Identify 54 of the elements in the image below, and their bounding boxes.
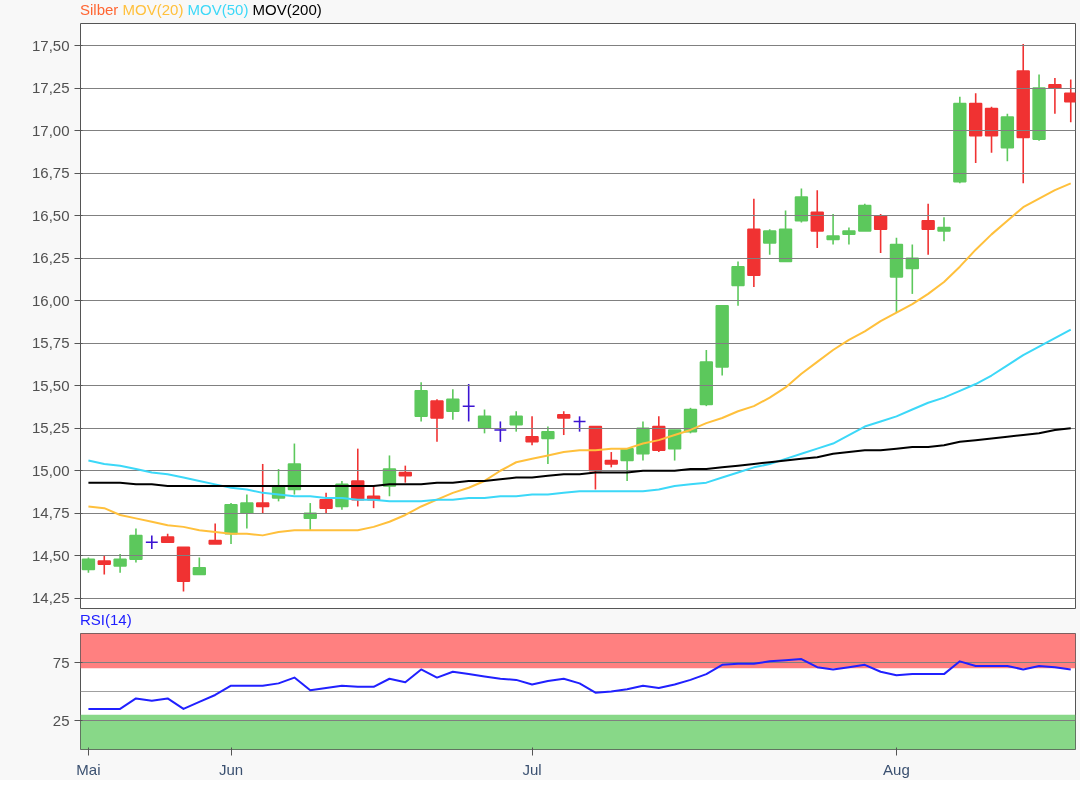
candlestick xyxy=(430,398,444,443)
y-tick-label: 15,25 xyxy=(31,419,70,437)
y-tick-label: 14,25 xyxy=(31,589,70,607)
candlestick xyxy=(794,187,809,224)
text: RSI(14) xyxy=(80,611,132,628)
y-tick-label: 16,75 xyxy=(31,164,70,182)
y-tick-label: 17,25 xyxy=(31,79,70,97)
x-tick-label: Aug xyxy=(883,760,910,778)
candlestick xyxy=(905,243,919,295)
candlestick xyxy=(620,447,634,482)
x-tick-label: Jul xyxy=(522,760,542,778)
candlestick xyxy=(461,383,476,423)
candlestick xyxy=(97,554,111,576)
y-tick-label: 15,00 xyxy=(31,461,70,479)
candlestick xyxy=(731,260,745,307)
candlestick xyxy=(240,493,254,530)
candlestick xyxy=(145,534,159,550)
line-series xyxy=(87,658,1072,710)
candlestick xyxy=(509,410,523,433)
candlestick xyxy=(921,202,935,256)
candlestick xyxy=(493,420,508,443)
y-tick-label: 25 xyxy=(52,711,70,729)
line-series xyxy=(87,182,1072,537)
candlestick xyxy=(937,216,951,242)
x-tick-label: Mai xyxy=(76,760,101,778)
candlestick xyxy=(1064,78,1076,123)
x-tick-label: Jun xyxy=(218,760,244,778)
candlestick xyxy=(525,415,539,447)
candlestick xyxy=(873,213,888,254)
candlestick xyxy=(541,425,555,465)
candlestick xyxy=(113,553,127,574)
candlestick xyxy=(446,388,460,421)
text: MOV(20) xyxy=(122,1,184,18)
y-tick-label: 14,50 xyxy=(31,546,70,564)
y-tick-label: 16,50 xyxy=(31,206,70,224)
candlestick xyxy=(129,527,143,564)
candlestick xyxy=(319,492,333,515)
y-tick-label: 75 xyxy=(52,653,70,671)
y-tick-label: 15,50 xyxy=(31,376,70,394)
candlestick xyxy=(763,228,777,256)
y-tick-label: 17,50 xyxy=(31,36,70,54)
candlestick xyxy=(256,463,270,515)
candlestick xyxy=(826,213,840,246)
text: MOV(50) xyxy=(187,1,249,18)
candlestick xyxy=(810,189,824,249)
y-tick-label: 15,75 xyxy=(31,334,70,352)
y-tick-label: 17,00 xyxy=(31,121,70,139)
chart-title: Silber xyxy=(80,1,119,18)
text: MOV(200) xyxy=(252,1,322,18)
y-tick-label: 16,25 xyxy=(31,249,70,267)
candlestick xyxy=(557,410,571,436)
y-tick-label: 16,00 xyxy=(31,291,70,309)
candlestick xyxy=(208,522,222,545)
y-tick-label: 14,75 xyxy=(31,504,70,522)
